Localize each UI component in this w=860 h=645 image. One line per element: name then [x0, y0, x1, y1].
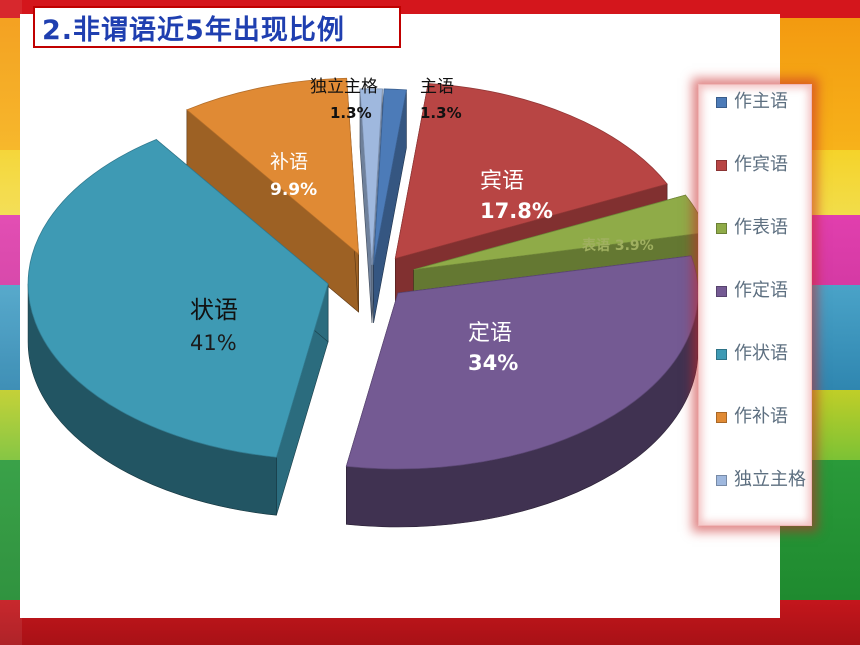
legend-box	[698, 84, 812, 526]
percent-label-补语: 9.9%	[270, 180, 317, 200]
slice-top-宾语	[394, 83, 668, 260]
title-frame	[33, 6, 401, 48]
pie-slice	[345, 255, 699, 528]
category-label-定语: 定语	[468, 321, 512, 346]
slice-top-状语	[27, 139, 329, 458]
legend-label: 作定语	[734, 280, 788, 301]
slice-top-主语	[373, 88, 407, 265]
percent-label-宾语: 17.8%	[480, 199, 553, 223]
category-label-补语: 补语	[270, 151, 308, 173]
data-label-表语: 表语 3.9%	[581, 237, 654, 254]
percent-label-主语: 1.3%	[420, 104, 462, 122]
category-label-独立主格: 独立主格	[310, 77, 378, 97]
percent-label-独立主格: 1.3%	[330, 104, 372, 122]
pie-slice	[186, 77, 360, 313]
slice-top-独立主格	[359, 88, 383, 265]
background-stripe	[0, 0, 22, 645]
category-label-主语: 主语	[420, 77, 454, 97]
legend-label: 作宾语	[734, 154, 788, 175]
pie-slice	[373, 88, 407, 323]
legend-label: 作主语	[734, 91, 788, 112]
legend-label: 独立主格	[734, 469, 806, 490]
legend-swatch	[716, 223, 727, 234]
category-label-宾语: 宾语	[480, 169, 524, 194]
percent-label-定语: 34%	[468, 351, 518, 375]
legend-swatch	[716, 475, 727, 486]
legend-swatch	[716, 160, 727, 171]
legend-label: 作状语	[734, 343, 788, 364]
slice-top-定语	[345, 255, 699, 470]
legend-label: 作表语	[734, 217, 788, 238]
pie-slice	[27, 138, 329, 516]
legend-label: 作补语	[734, 406, 788, 427]
legend-swatch	[716, 97, 727, 108]
legend-swatch	[716, 412, 727, 423]
legend-swatch	[716, 349, 727, 360]
slice-top-补语	[186, 77, 360, 256]
slide-title: 2.非谓语近5年出现比例	[42, 15, 345, 46]
legend-swatch	[716, 286, 727, 297]
category-label-状语: 状语	[190, 296, 238, 324]
percent-label-状语: 41%	[190, 331, 237, 355]
